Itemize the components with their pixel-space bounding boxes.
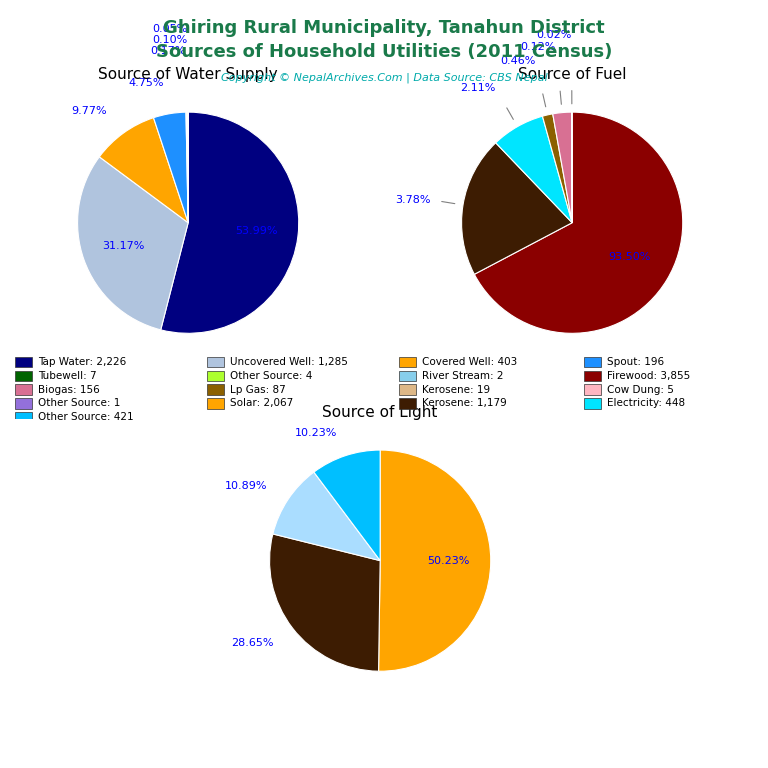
Text: 28.65%: 28.65%	[230, 638, 273, 648]
Bar	[15, 384, 32, 395]
Text: 0.46%: 0.46%	[500, 56, 535, 66]
Wedge shape	[495, 116, 572, 223]
Text: Other Source: 1: Other Source: 1	[38, 399, 121, 409]
Text: Covered Well: 403: Covered Well: 403	[422, 357, 518, 367]
Text: 4.75%: 4.75%	[129, 78, 164, 88]
Text: 10.89%: 10.89%	[225, 481, 268, 491]
Wedge shape	[553, 112, 572, 223]
Text: 93.50%: 93.50%	[607, 252, 650, 262]
Text: 10.23%: 10.23%	[295, 428, 338, 438]
Text: 0.02%: 0.02%	[536, 30, 571, 40]
Bar	[207, 370, 224, 381]
Text: 0.05%: 0.05%	[153, 24, 188, 35]
Bar	[15, 398, 32, 409]
Wedge shape	[270, 534, 380, 671]
Bar	[15, 412, 32, 422]
Text: 53.99%: 53.99%	[235, 227, 277, 237]
Text: 0.17%: 0.17%	[151, 46, 186, 56]
Bar	[207, 398, 224, 409]
Wedge shape	[187, 112, 188, 223]
Text: Cow Dung: 5: Cow Dung: 5	[607, 385, 674, 395]
Bar	[207, 356, 224, 367]
Bar	[399, 398, 416, 409]
Text: Firewood: 3,855: Firewood: 3,855	[607, 371, 690, 381]
Bar	[584, 398, 601, 409]
Bar	[399, 384, 416, 395]
Text: 0.12%: 0.12%	[521, 41, 556, 51]
Text: Uncovered Well: 1,285: Uncovered Well: 1,285	[230, 357, 348, 367]
Bar	[584, 384, 601, 395]
Text: Electricity: 448: Electricity: 448	[607, 399, 685, 409]
Bar	[207, 384, 224, 395]
Wedge shape	[462, 143, 572, 274]
Text: Tap Water: 2,226: Tap Water: 2,226	[38, 357, 127, 367]
Text: Kerosene: 1,179: Kerosene: 1,179	[422, 399, 507, 409]
Text: Other Source: 421: Other Source: 421	[38, 412, 134, 422]
Text: Lp Gas: 87: Lp Gas: 87	[230, 385, 286, 395]
Wedge shape	[99, 118, 188, 223]
Wedge shape	[475, 112, 683, 333]
Wedge shape	[273, 472, 380, 561]
Wedge shape	[78, 157, 188, 329]
Text: 3.78%: 3.78%	[395, 194, 430, 204]
Bar	[15, 356, 32, 367]
Text: 0.10%: 0.10%	[152, 35, 187, 45]
Text: 2.11%: 2.11%	[460, 83, 495, 93]
Bar	[399, 370, 416, 381]
Wedge shape	[161, 112, 299, 333]
Bar	[584, 356, 601, 367]
Wedge shape	[314, 450, 380, 561]
Text: 31.17%: 31.17%	[102, 240, 144, 250]
Text: Copyright © NepalArchives.Com | Data Source: CBS Nepal: Copyright © NepalArchives.Com | Data Sou…	[220, 73, 548, 84]
Wedge shape	[186, 112, 188, 223]
Text: Other Source: 4: Other Source: 4	[230, 371, 313, 381]
Title: Source of Fuel: Source of Fuel	[518, 67, 627, 82]
Bar	[399, 356, 416, 367]
Wedge shape	[542, 114, 572, 223]
Wedge shape	[154, 112, 188, 223]
Text: River Stream: 2: River Stream: 2	[422, 371, 504, 381]
Text: Tubewell: 7: Tubewell: 7	[38, 371, 97, 381]
Text: Biogas: 156: Biogas: 156	[38, 385, 100, 395]
Wedge shape	[379, 450, 491, 671]
Text: 9.77%: 9.77%	[71, 106, 108, 116]
Text: Ghiring Rural Municipality, Tanahun District
Sources of Household Utilities (201: Ghiring Rural Municipality, Tanahun Dist…	[156, 19, 612, 61]
Bar	[584, 370, 601, 381]
Text: Solar: 2,067: Solar: 2,067	[230, 399, 293, 409]
Text: 50.23%: 50.23%	[428, 556, 470, 566]
Bar	[15, 370, 32, 381]
Title: Source of Light: Source of Light	[323, 405, 438, 420]
Text: Spout: 196: Spout: 196	[607, 357, 664, 367]
Title: Source of Water Supply: Source of Water Supply	[98, 67, 278, 82]
Text: Kerosene: 19: Kerosene: 19	[422, 385, 491, 395]
